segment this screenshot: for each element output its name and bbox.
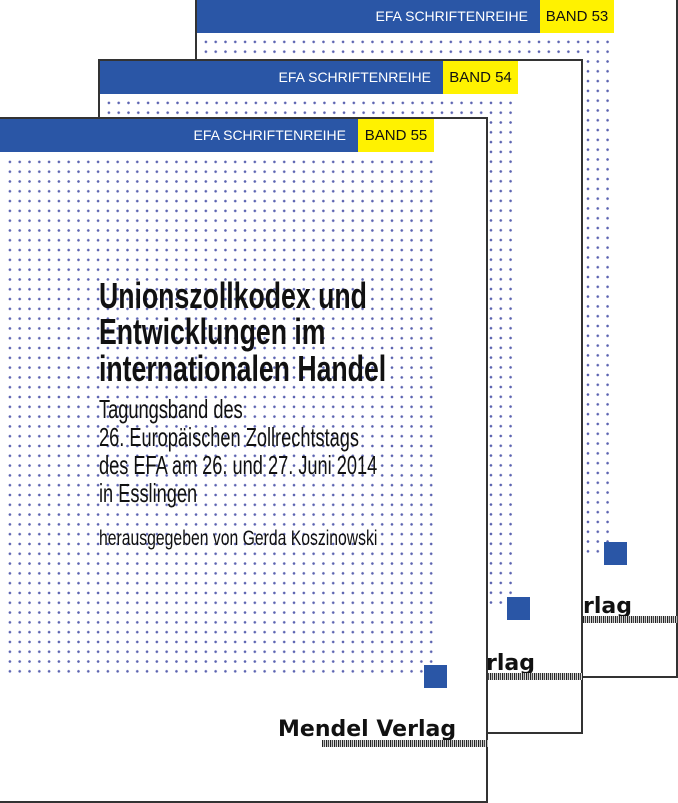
- subtitle-line: 26. Europäischen Zollrechtstags: [99, 422, 360, 452]
- blue-square: [424, 665, 447, 688]
- blue-square: [604, 542, 627, 565]
- subtitle-line: des EFA am 26. und 27. Juni 2014: [99, 450, 378, 480]
- blue-square: [507, 597, 530, 620]
- subtitle-line: Tagungsband des: [99, 394, 243, 424]
- series-band: [100, 61, 443, 94]
- dot-pattern: [5, 157, 437, 679]
- band-number: BAND 53: [540, 0, 614, 33]
- band-number: BAND 55: [358, 119, 434, 152]
- editor-line: herausgegeben von Gerda Koszinowski: [99, 527, 378, 550]
- book-cover-band-55: EFA SCHRIFTENREIHE BAND 55 Unionszollkod…: [0, 117, 488, 803]
- series-label: EFA SCHRIFTENREIHE: [278, 69, 431, 85]
- book-title-line: Unionszollkodex und: [99, 275, 367, 316]
- subtitle-line: in Esslingen: [99, 478, 198, 508]
- series-label: EFA SCHRIFTENREIHE: [375, 8, 528, 24]
- publisher-name: Mendel Verlag: [278, 717, 457, 742]
- barcode-strip: [322, 740, 488, 747]
- barcode-strip: [531, 616, 678, 623]
- book-title-line: internationalen Handel: [99, 348, 387, 389]
- book-title-line: Entwicklungen im: [99, 311, 326, 352]
- series-band: [0, 119, 358, 152]
- series-label: EFA SCHRIFTENREIHE: [193, 127, 346, 143]
- band-number: BAND 54: [443, 61, 518, 94]
- publisher-name: rlag: [583, 594, 632, 619]
- series-band: [197, 0, 540, 33]
- publisher-name: rlag: [486, 651, 535, 676]
- barcode-strip: [434, 673, 583, 680]
